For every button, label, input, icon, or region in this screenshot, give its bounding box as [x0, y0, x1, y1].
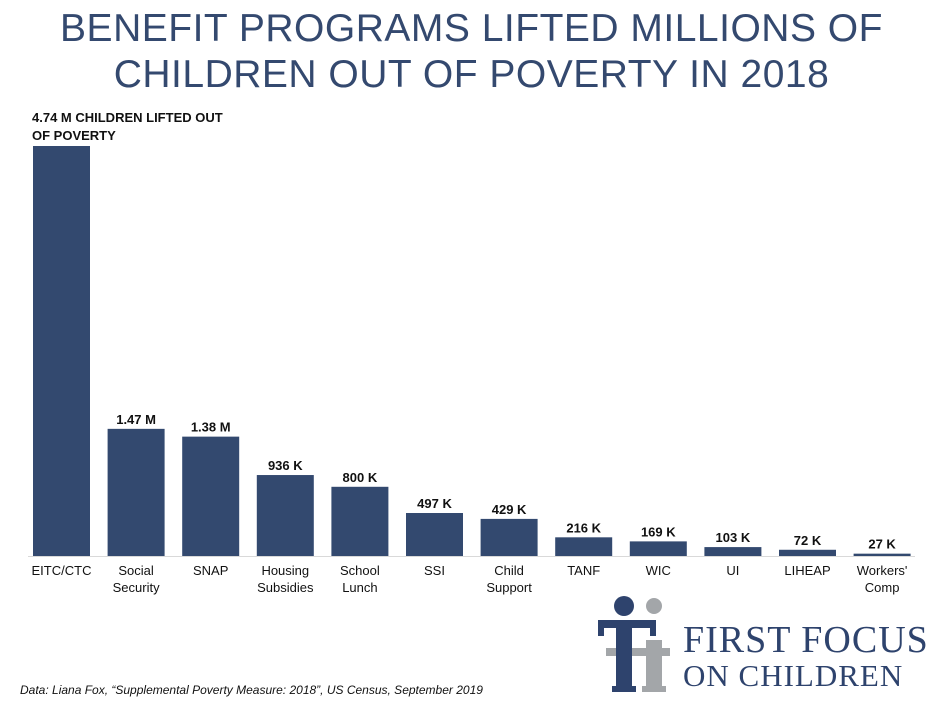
bar-value-label: 1.38 M [191, 420, 231, 435]
category-label: School [340, 563, 380, 578]
bar [555, 537, 613, 556]
bar-chart: 4.74 M CHILDREN LIFTED OUT OF POVERTY EITC… [28, 110, 915, 595]
bar [704, 547, 762, 556]
bar-value-label: 27 K [868, 537, 896, 552]
category-label: Housing [261, 563, 309, 578]
category-label: LIHEAP [784, 563, 830, 578]
bar-value-label: 1.47 M [116, 412, 156, 427]
bar-value-label: OF POVERTY [32, 128, 116, 143]
category-label: Workers' [857, 563, 908, 578]
bar-value-label: 4.74 M CHILDREN LIFTED OUT [32, 110, 223, 125]
category-label: Social [118, 563, 154, 578]
chart-title: BENEFIT PROGRAMS LIFTED MILLIONS OF CHIL… [0, 6, 943, 98]
bar-value-label: 497 K [417, 496, 452, 511]
bar-value-label: 216 K [566, 520, 601, 535]
category-label: SSI [424, 563, 445, 578]
bar [256, 475, 314, 556]
category-label: EITC/CTC [32, 563, 92, 578]
data-source-note: Data: Liana Fox, “Supplemental Poverty M… [20, 683, 483, 697]
figures-logo-icon [598, 596, 670, 692]
category-label: Security [113, 580, 160, 595]
category-label: Comp [865, 580, 900, 595]
category-label: Subsidies [257, 580, 314, 595]
bar [33, 146, 90, 556]
first-focus-logo: FIRST FOCUS ON CHILDREN [596, 596, 929, 696]
chart-title-line-2: CHILDREN OUT OF POVERTY IN 2018 [113, 53, 830, 96]
bar [107, 428, 165, 556]
bar-value-label: 72 K [794, 533, 822, 548]
bar-value-label: 103 K [716, 530, 751, 545]
category-label: SNAP [193, 563, 228, 578]
bar [182, 436, 240, 556]
bar [480, 518, 538, 556]
bar [779, 549, 836, 556]
category-label: Child [494, 563, 524, 578]
category-label: WIC [646, 563, 671, 578]
category-label: Support [486, 580, 532, 595]
bar-value-label: 800 K [343, 470, 378, 485]
bar-value-label: 936 K [268, 458, 303, 473]
logo-text-line-2: ON CHILDREN [683, 658, 904, 693]
bar [331, 486, 389, 556]
bar-value-label: 429 K [492, 502, 527, 517]
bar [406, 513, 463, 556]
category-label: UI [726, 563, 739, 578]
category-label: TANF [567, 563, 600, 578]
bar-value-label: 169 K [641, 524, 676, 539]
chart-title-line-1: BENEFIT PROGRAMS LIFTED MILLIONS OF [60, 7, 883, 50]
logo-text-line-1: FIRST FOCUS [683, 619, 929, 661]
category-label: Lunch [342, 580, 377, 595]
bar [853, 553, 911, 556]
bar [629, 541, 687, 556]
